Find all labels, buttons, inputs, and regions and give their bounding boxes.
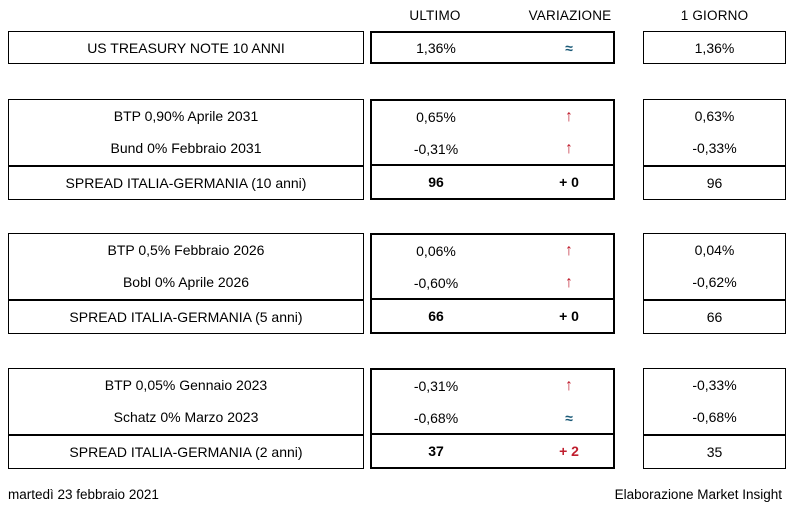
- instrument-label: Bobl 0% Aprile 2026: [122, 274, 250, 291]
- ultimo-value: -0,31%: [413, 377, 459, 394]
- section-us-treasury: US TREASURY NOTE 10 ANNI 1,36% ≈ 1,36%: [0, 31, 794, 64]
- instrument-label: US TREASURY NOTE 10 ANNI: [87, 39, 285, 56]
- giorno-value: 0,63%: [694, 108, 735, 125]
- spread-row: 37 + 2: [372, 433, 613, 467]
- table-row: BTP 0,05% Gennaio 2023: [9, 369, 363, 401]
- column-header-ultimo: ULTIMO: [409, 8, 461, 23]
- table-row: 0,04%: [644, 234, 785, 266]
- table-row: 1,36%: [644, 32, 785, 63]
- table-row: -0,33%: [644, 369, 785, 401]
- table-row: -0,31% ↑: [372, 133, 613, 165]
- section-2-anni: BTP 0,05% Gennaio 2023 Schatz 0% Marzo 2…: [0, 368, 794, 469]
- table-row: -0,62%: [644, 266, 785, 298]
- table-row: -0,60% ↑: [372, 267, 613, 299]
- table-row: Bund 0% Febbraio 2031: [9, 132, 363, 164]
- spread-row: SPREAD ITALIA-GERMANIA (5 anni): [9, 298, 363, 333]
- flat-trend-icon: ≈: [565, 39, 573, 56]
- labels-box-5-anni: BTP 0,5% Febbraio 2026 Bobl 0% Aprile 20…: [8, 233, 364, 334]
- report-credit: Elaborazione Market Insight: [614, 487, 782, 502]
- ultimo-value: 1,36%: [416, 39, 456, 56]
- table-row: 0,65% ↑: [372, 101, 613, 133]
- spread-row: SPREAD ITALIA-GERMANIA (10 anni): [9, 164, 363, 199]
- spread-variazione-value: + 0: [559, 308, 579, 325]
- table-row: -0,68% ≈: [372, 402, 613, 434]
- spread-row: 66: [644, 298, 785, 333]
- spread-variazione-value: + 2: [559, 443, 579, 460]
- giorno-box-2-anni: -0,33% -0,68% 35: [643, 368, 786, 469]
- ultimo-value: -0,60%: [413, 274, 459, 291]
- spread-giorno-value: 96: [706, 174, 723, 191]
- us-treasury-values-box: 1,36% ≈: [370, 31, 615, 64]
- up-arrow-icon: ↑: [565, 376, 573, 394]
- giorno-value: -0,33%: [692, 140, 737, 157]
- table-row: -0,31% ↑: [372, 370, 613, 402]
- ultimo-value: -0,68%: [413, 409, 459, 426]
- table-row: US TREASURY NOTE 10 ANNI: [9, 32, 363, 63]
- table-row: BTP 0,5% Febbraio 2026: [9, 234, 363, 266]
- report-date: martedì 23 febbraio 2021: [8, 487, 159, 502]
- spread-row: SPREAD ITALIA-GERMANIA (2 anni): [9, 433, 363, 468]
- spread-ultimo-value: 37: [428, 443, 444, 460]
- spread-row: 66 + 0: [372, 298, 613, 332]
- giorno-value: -0,33%: [692, 377, 737, 394]
- table-row: Schatz 0% Marzo 2023: [9, 401, 363, 433]
- spread-label: SPREAD ITALIA-GERMANIA (10 anni): [65, 174, 307, 191]
- ultimo-value: -0,31%: [413, 140, 459, 157]
- spread-row: 96 + 0: [372, 164, 613, 198]
- section-10-anni: BTP 0,90% Aprile 2031 Bund 0% Febbraio 2…: [0, 99, 794, 200]
- ultimo-value: 0,06%: [416, 242, 456, 259]
- table-row: BTP 0,90% Aprile 2031: [9, 100, 363, 132]
- ultimo-value: 0,65%: [416, 108, 456, 125]
- spread-giorno-value: 35: [706, 443, 723, 460]
- spread-variazione-value: + 0: [559, 174, 579, 191]
- spread-label: SPREAD ITALIA-GERMANIA (2 anni): [69, 443, 303, 460]
- labels-box-10-anni: BTP 0,90% Aprile 2031 Bund 0% Febbraio 2…: [8, 99, 364, 200]
- table-row: 0,63%: [644, 100, 785, 132]
- spread-ultimo-value: 66: [428, 308, 444, 325]
- instrument-label: Bund 0% Febbraio 2031: [110, 140, 262, 157]
- column-header-1-giorno: 1 GIORNO: [680, 8, 749, 23]
- spread-giorno-value: 66: [706, 308, 723, 325]
- giorno-value: 0,04%: [694, 242, 735, 259]
- us-treasury-label-box: US TREASURY NOTE 10 ANNI: [8, 31, 364, 64]
- giorno-box-5-anni: 0,04% -0,62% 66: [643, 233, 786, 334]
- spread-ultimo-value: 96: [428, 174, 444, 191]
- table-row: Bobl 0% Aprile 2026: [9, 266, 363, 298]
- labels-box-2-anni: BTP 0,05% Gennaio 2023 Schatz 0% Marzo 2…: [8, 368, 364, 469]
- column-headers: ULTIMO VARIAZIONE 1 GIORNO: [0, 8, 794, 26]
- giorno-value: -0,62%: [692, 274, 737, 291]
- instrument-label: BTP 0,90% Aprile 2031: [113, 108, 259, 125]
- up-arrow-icon: ↑: [565, 273, 573, 291]
- giorno-value: -0,68%: [692, 409, 737, 426]
- table-row: 1,36% ≈: [372, 33, 613, 62]
- up-arrow-icon: ↑: [565, 107, 573, 125]
- instrument-label: BTP 0,5% Febbraio 2026: [107, 242, 265, 259]
- values-box-10-anni: 0,65% ↑ -0,31% ↑ 96 + 0: [370, 99, 615, 200]
- column-header-variazione: VARIAZIONE: [528, 8, 612, 23]
- giorno-box-10-anni: 0,63% -0,33% 96: [643, 99, 786, 200]
- instrument-label: BTP 0,05% Gennaio 2023: [104, 377, 268, 394]
- instrument-label: Schatz 0% Marzo 2023: [113, 409, 259, 426]
- table-row: -0,68%: [644, 401, 785, 433]
- up-arrow-icon: ↑: [565, 139, 573, 157]
- up-arrow-icon: ↑: [565, 241, 573, 259]
- table-row: 0,06% ↑: [372, 235, 613, 267]
- spread-row: 35: [644, 433, 785, 468]
- section-5-anni: BTP 0,5% Febbraio 2026 Bobl 0% Aprile 20…: [0, 233, 794, 334]
- spread-label: SPREAD ITALIA-GERMANIA (5 anni): [69, 308, 303, 325]
- values-box-2-anni: -0,31% ↑ -0,68% ≈ 37 + 2: [370, 368, 615, 469]
- spread-row: 96: [644, 164, 785, 199]
- flat-trend-icon: ≈: [565, 409, 573, 426]
- table-row: -0,33%: [644, 132, 785, 164]
- giorno-value: 1,36%: [694, 39, 735, 56]
- us-treasury-1-giorno-box: 1,36%: [643, 31, 786, 64]
- values-box-5-anni: 0,06% ↑ -0,60% ↑ 66 + 0: [370, 233, 615, 334]
